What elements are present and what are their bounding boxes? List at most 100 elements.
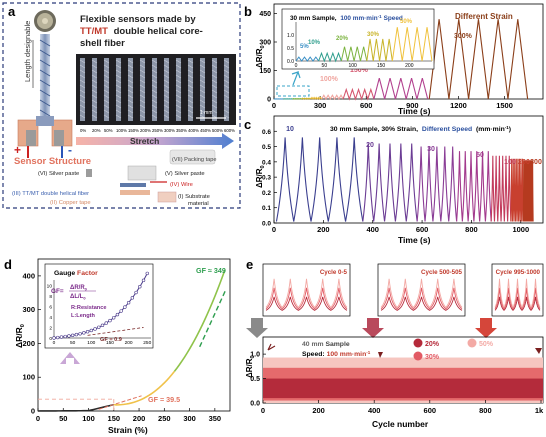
gf-fit-line-low bbox=[98, 395, 142, 410]
zoom-arrow-icon bbox=[291, 71, 301, 86]
panel-a-frame bbox=[2, 2, 241, 209]
panel-b-series-line bbox=[373, 77, 429, 100]
panel-d-xlabel: Strain (%) bbox=[108, 425, 148, 435]
gauge-factor-point bbox=[82, 331, 86, 335]
cycle-waveform bbox=[494, 287, 541, 310]
panel-b-inset-ytick: 1.0 bbox=[287, 33, 294, 39]
panel-c-series-line bbox=[275, 137, 364, 222]
fiber-strip bbox=[212, 58, 217, 121]
gauge-factor-title: Gauge Factor bbox=[54, 270, 98, 277]
panel-c-ytick: 0.1 bbox=[262, 205, 271, 212]
stretch-arrow-icon bbox=[76, 133, 234, 149]
panel-e-xtick: 1k bbox=[535, 406, 544, 415]
panel-c-series: 10 20 30 50 100 200 300 bbox=[275, 126, 542, 222]
panel-b-series-line bbox=[301, 97, 312, 100]
panel-b-inset-line bbox=[391, 27, 433, 62]
panel-e-legend: 20% 50% 30% bbox=[413, 338, 494, 361]
gauge-factor-point bbox=[85, 330, 90, 334]
panel-b-strain-label: 100% bbox=[320, 76, 339, 83]
panel-a-title-line3: shell fiber bbox=[80, 38, 125, 49]
panel-d-inset-xtick: 0 bbox=[53, 340, 56, 346]
strain-tick-label: 250% bbox=[152, 128, 163, 133]
gauge-factor-point bbox=[108, 318, 112, 323]
panel-d-inset-xtick: 200 bbox=[125, 340, 133, 346]
down-arrow-icon-1 bbox=[246, 318, 268, 338]
strain-response-curve bbox=[113, 370, 176, 406]
panel-c-speed-label: 100 bbox=[504, 159, 516, 166]
panel-d-ytick: 100 bbox=[22, 373, 35, 382]
panel-d-inset-xtick: 250 bbox=[143, 340, 151, 346]
panel-b-ytick: 450 bbox=[259, 11, 271, 18]
panel-d-axes bbox=[37, 258, 231, 412]
panel-e-xlabel: Cycle number bbox=[372, 419, 429, 429]
panel-b-ytick: 300 bbox=[259, 40, 271, 47]
fiber-strip bbox=[164, 58, 169, 121]
cycle-waveform bbox=[494, 296, 541, 311]
gf-denominator: ΔL/L0 bbox=[70, 294, 86, 301]
gauge-factor-point bbox=[89, 328, 94, 333]
panel-c-speed-label: 30 bbox=[427, 146, 435, 153]
cycle-waveform bbox=[380, 287, 463, 310]
gauge-factor-point bbox=[67, 334, 71, 338]
packing-tape-shape bbox=[169, 149, 216, 165]
strain-tick-label: 100% bbox=[116, 128, 127, 133]
marker-arrow-start-icon bbox=[267, 343, 276, 351]
strain-response-curve bbox=[37, 403, 114, 412]
panel-c-series-line bbox=[510, 158, 524, 222]
gauge-factor-point bbox=[145, 271, 149, 276]
length-designable-label: Length designable bbox=[23, 21, 32, 82]
panel-d-xtick: 200 bbox=[133, 414, 146, 423]
panel-e-ytick: 0.0 bbox=[250, 401, 260, 408]
gauge-factor-point bbox=[123, 305, 127, 309]
panel-e-ytick: 0.5 bbox=[250, 376, 260, 383]
gauge-factor-point bbox=[111, 316, 116, 320]
panel-d-ylabel: ΔR/R0 bbox=[14, 324, 26, 348]
sample-label: 40 mm Sample bbox=[302, 341, 350, 348]
cycle-waveform bbox=[265, 296, 348, 311]
panel-e-cycle-panels: Cycle 0-5 Cycle 500-505 Cycle 995-1000 bbox=[262, 263, 544, 317]
legend-label: 30% bbox=[425, 354, 440, 361]
panel-b-ylabel: ΔR/R0 bbox=[255, 45, 266, 68]
legend-swatch bbox=[467, 338, 477, 348]
panel-c-series-line bbox=[456, 151, 492, 222]
fiber-strip bbox=[176, 58, 181, 121]
legend-label: 20% bbox=[425, 341, 440, 348]
panel-d-xtick: 150 bbox=[108, 414, 121, 423]
fiber-strip bbox=[152, 58, 157, 121]
cycle-range-label: Cycle 995-1000 bbox=[496, 269, 541, 276]
panel-c-xtick: 600 bbox=[416, 225, 429, 234]
panel-e-ylabel: ΔR/R0 bbox=[245, 355, 256, 378]
cycle-range-label: Cycle 500-505 bbox=[421, 269, 462, 276]
gauge-factor-point bbox=[78, 332, 82, 336]
marker-arrow-mid-icon bbox=[378, 352, 383, 358]
panel-b-xlabel: Time (s) bbox=[398, 106, 431, 116]
panel-c-xtick: 1000 bbox=[512, 225, 529, 234]
fiber-strip bbox=[128, 58, 133, 121]
panel-d-inset-xtick: 150 bbox=[106, 340, 114, 346]
gf-label-bottom: GF = 39.5 bbox=[148, 395, 180, 404]
panel-b-title: Different Strain bbox=[455, 12, 513, 21]
panel-d-xtick: 350 bbox=[209, 414, 222, 423]
panel-e-xtick: 600 bbox=[424, 406, 437, 415]
panel-b-inset-line bbox=[366, 38, 393, 62]
panel-a: a Length designable + - Flexible sensors… bbox=[2, 2, 241, 209]
panel-d-inset-ytick: 8 bbox=[49, 294, 52, 300]
panel-c-axes bbox=[273, 115, 544, 224]
strain-tick-label: 150% bbox=[128, 128, 139, 133]
panel-c-title: 30 mm Sample, 30% Strain, Different Spee… bbox=[330, 125, 511, 133]
cycle-waveform bbox=[265, 287, 348, 310]
gauge-factor-point bbox=[63, 334, 67, 339]
gauge-factor-point bbox=[130, 296, 135, 300]
gf-formula-label: GF= bbox=[51, 288, 64, 295]
strain-tick-label: 300% bbox=[164, 128, 175, 133]
minus-sign: - bbox=[68, 143, 72, 157]
panel-b-inset-xtick: 50 bbox=[322, 63, 328, 69]
cycle-subpanel bbox=[377, 263, 466, 317]
cycle-waveform bbox=[380, 296, 463, 311]
strain-tick-label: 200% bbox=[140, 128, 151, 133]
panel-e: e Cycle 0-5 Cycle 500-505 Cycle 995-1000 0… bbox=[245, 257, 544, 429]
panel-d-ytick: 0 bbox=[31, 407, 35, 416]
panel-b-inset-line bbox=[340, 46, 368, 62]
